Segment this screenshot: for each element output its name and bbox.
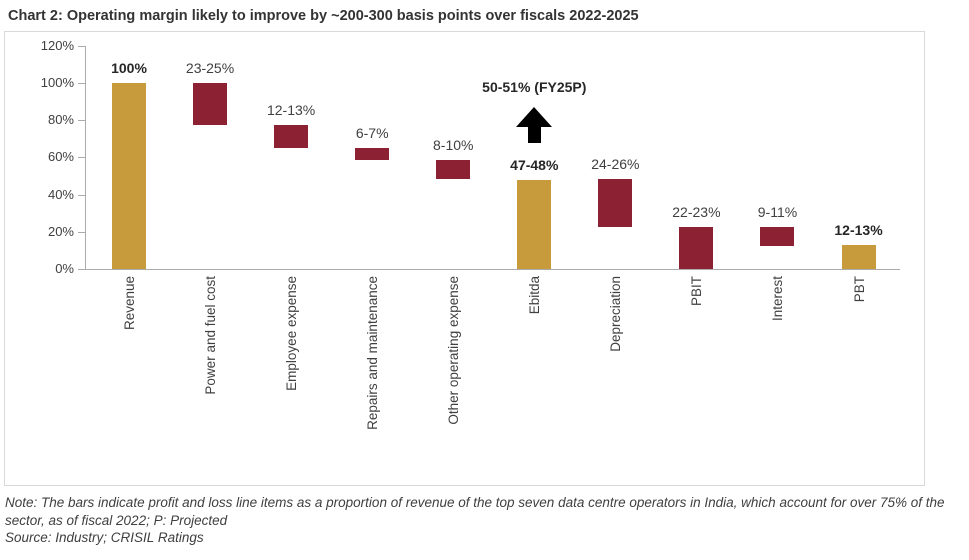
up-arrow-stem <box>527 126 541 143</box>
category-label-pbit: PBIT <box>689 276 705 307</box>
up-arrow-icon <box>516 107 553 127</box>
y-axis-tick-label: 20% <box>47 223 74 239</box>
y-axis-tick-mark <box>78 82 85 84</box>
bar-pbt <box>841 244 876 269</box>
bar-label-pbit: 22-23% <box>672 204 721 221</box>
chart-panel <box>4 31 925 486</box>
chart-title: Chart 2: Operating margin likely to impr… <box>8 8 639 24</box>
bar-other-operating-expense <box>436 160 471 179</box>
y-axis-tick-label: 120% <box>40 37 74 53</box>
bar-label-employee-expense: 12-13% <box>266 101 316 118</box>
chart-footer: Note: The bars indicate profit and loss … <box>5 494 961 547</box>
y-axis-tick-mark <box>78 120 85 121</box>
category-label-revenue: Revenue <box>122 276 137 331</box>
y-axis-tick-label: 80% <box>47 112 74 127</box>
category-label-interest: Interest <box>770 276 786 322</box>
y-axis-line <box>85 45 86 269</box>
y-axis-tick-label: 0% <box>55 261 74 276</box>
y-axis-tick-mark <box>78 269 85 270</box>
y-axis-tick-label: 60% <box>47 149 74 165</box>
category-label-power-and-fuel-cost: Power and fuel cost <box>203 276 219 395</box>
annotation-label: 50-51% (FY25P) <box>482 79 587 95</box>
category-label-ebitda: Ebitda <box>527 276 543 315</box>
bar-label-pbt: 12-13% <box>834 221 883 238</box>
bar-label-ebitda: 47-48% <box>510 156 559 173</box>
bar-pbit <box>679 227 714 269</box>
category-label-depreciation: Depreciation <box>608 276 624 352</box>
bar-employee-expense <box>274 124 309 148</box>
y-axis-tick-label: 40% <box>47 186 74 202</box>
bar-label-repairs-and-maintenance: 6-7% <box>355 124 389 141</box>
bar-label-power-and-fuel-cost: 23-25% <box>185 59 235 76</box>
chart-source: Source: Industry; CRISIL Ratings <box>5 530 204 545</box>
y-axis-tick-mark <box>78 231 85 233</box>
category-label-pbt: PBT <box>851 276 867 303</box>
y-axis-tick-mark <box>78 157 85 159</box>
y-axis-tick-label: 100% <box>40 74 74 90</box>
bar-interest <box>760 227 795 246</box>
category-label-other-operating-expense: Other operating expense <box>446 276 462 425</box>
bar-label-revenue: 100% <box>111 59 147 76</box>
bar-label-depreciation: 24-26% <box>591 155 640 172</box>
bar-repairs-and-maintenance <box>355 147 390 161</box>
y-axis-tick-mark <box>78 45 85 47</box>
chart-note: Note: The bars indicate profit and loss … <box>5 495 945 528</box>
bar-label-interest: 9-11% <box>757 204 798 221</box>
y-axis-tick-mark <box>78 194 85 196</box>
bar-ebitda <box>517 179 552 269</box>
category-label-repairs-and-maintenance: Repairs and maintenance <box>365 276 381 430</box>
bar-label-other-operating-expense: 8-10% <box>433 137 474 154</box>
x-axis-line <box>85 269 900 270</box>
bar-revenue <box>112 82 146 269</box>
category-label-employee-expense: Employee expense <box>284 276 300 391</box>
bar-power-and-fuel-cost <box>193 82 228 125</box>
bar-depreciation <box>598 178 633 228</box>
